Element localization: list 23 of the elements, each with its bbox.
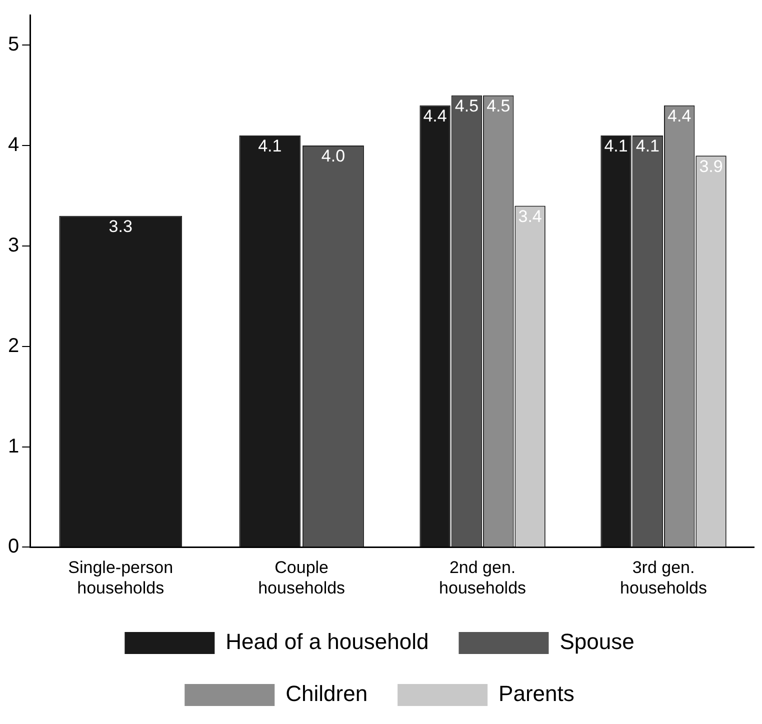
- data-label: 4.0: [321, 146, 346, 166]
- data-label: 3.3: [108, 217, 132, 236]
- legend-label: Parents: [498, 681, 574, 706]
- x-tick-label: Couple households: [258, 558, 346, 598]
- x-tick-label: Single-person households: [68, 558, 174, 598]
- y-tick-label: 4: [8, 134, 20, 156]
- data-label: 4.4: [668, 106, 692, 126]
- y-tick-label: 0: [8, 536, 20, 558]
- y-tick-label: 1: [8, 435, 20, 458]
- data-label: 4.1: [604, 136, 628, 156]
- legend-label: Spouse: [560, 629, 634, 654]
- x-tick-label: 2nd gen. households: [439, 558, 526, 598]
- y-tick-label: 3: [8, 234, 20, 256]
- data-label: 4.1: [636, 136, 660, 156]
- data-label: 4.1: [258, 136, 282, 156]
- x-tick-label: 3rd gen. households: [620, 558, 707, 598]
- y-tick-label: 5: [8, 34, 20, 56]
- data-label: 4.5: [454, 96, 479, 116]
- legend-label: Head of a household: [226, 629, 429, 654]
- data-label: 4.5: [486, 96, 510, 116]
- legend-label: Children: [286, 681, 368, 706]
- y-tick-label: 2: [8, 334, 20, 357]
- data-label: 4.4: [423, 106, 447, 126]
